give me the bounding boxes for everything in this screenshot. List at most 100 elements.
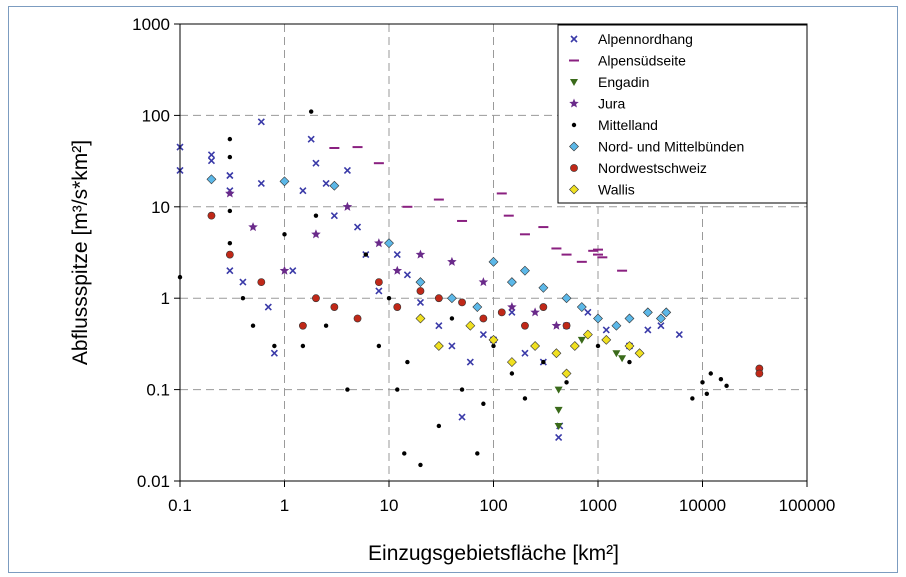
series-engadin (554, 336, 627, 430)
data-point (323, 323, 329, 328)
data-point (329, 180, 340, 191)
y-tick-label: 100 (142, 106, 170, 125)
data-point (207, 157, 216, 165)
legend-label: Engadin (598, 74, 649, 90)
data-point (308, 109, 314, 114)
x-tick-label: 10 (380, 496, 399, 515)
legend-label: Alpensüdseite (598, 53, 686, 69)
data-point (618, 355, 627, 363)
data-point (475, 451, 480, 456)
figure-frame: 0.1 1 10 100 1000 10000 100000 0.01 0.1 1 10 100 100… (8, 6, 898, 573)
legend-marker (570, 164, 578, 172)
data-point (520, 265, 530, 276)
data-point (393, 251, 401, 259)
y-tick-label: 1000 (132, 15, 170, 34)
data-point (521, 321, 529, 330)
data-point (506, 357, 517, 368)
data-point (392, 265, 403, 275)
data-point (675, 331, 683, 339)
data-point (539, 303, 548, 311)
data-point (415, 249, 426, 259)
data-point (624, 341, 635, 351)
data-point (226, 171, 234, 180)
data-point (384, 238, 394, 249)
data-point (239, 278, 247, 286)
legend-label: Wallis (598, 182, 635, 198)
data-point (577, 336, 586, 344)
legend-label: Jura (598, 96, 625, 112)
data-point (376, 343, 382, 349)
data-point (472, 302, 483, 312)
data-point (481, 401, 486, 406)
data-point (257, 118, 265, 126)
x-tick-label: 100 (479, 496, 507, 515)
data-point (393, 303, 402, 311)
data-point (227, 154, 233, 160)
data-point (330, 303, 339, 311)
data-point (564, 380, 569, 385)
data-point (554, 422, 563, 430)
data-point (555, 433, 563, 441)
series-alpennordhang (176, 118, 683, 441)
data-point (655, 313, 666, 324)
data-point (312, 294, 320, 303)
data-point (509, 371, 515, 376)
data-point (299, 187, 307, 195)
data-point (227, 136, 233, 142)
data-point (311, 229, 321, 239)
data-point (416, 287, 425, 295)
legend-marker (569, 184, 579, 195)
data-point (446, 293, 457, 304)
series-nordwestschweiz (207, 211, 764, 378)
data-point (561, 293, 572, 304)
data-point (330, 212, 338, 220)
data-point (530, 341, 541, 351)
y-tick-label: 10 (151, 198, 170, 217)
x-axis-title: Einzugsgebietsfläche [km²] (368, 542, 619, 565)
data-point (541, 359, 546, 365)
data-point (434, 294, 443, 303)
data-point (257, 278, 266, 287)
data-point (279, 176, 290, 187)
data-point (601, 334, 612, 345)
data-point (576, 302, 587, 312)
data-point (322, 179, 330, 188)
series-jura (225, 188, 562, 330)
data-point (374, 238, 384, 248)
data-point (507, 302, 517, 312)
data-point (415, 277, 426, 288)
data-point (458, 298, 466, 307)
data-point (435, 322, 443, 330)
legend-box (557, 24, 808, 204)
data-point (708, 371, 713, 376)
data-point (312, 159, 320, 167)
data-point (561, 368, 572, 379)
series-nord-und-mittelb-nden (206, 174, 672, 331)
data-point (661, 307, 672, 318)
data-point (724, 383, 729, 389)
data-point (602, 326, 610, 334)
legend-marker (570, 35, 578, 43)
data-point (402, 451, 407, 456)
data-point (718, 376, 724, 382)
legend-label: Mittelland (598, 117, 658, 133)
y-tick-label: 0.01 (137, 472, 170, 491)
data-point (488, 256, 499, 267)
legend-marker (569, 98, 579, 108)
data-point (755, 369, 764, 378)
data-point (225, 250, 234, 259)
y-axis-title: Abflussspitze [m³/s*km²] (69, 140, 92, 365)
x-tick-label: 1 (280, 496, 289, 515)
data-points (176, 109, 764, 468)
data-point (436, 423, 442, 429)
data-point (488, 334, 499, 345)
data-point (226, 267, 234, 275)
data-point (538, 282, 549, 293)
data-point (657, 322, 665, 330)
data-point (582, 329, 593, 340)
data-point (405, 359, 410, 365)
data-point (584, 308, 592, 316)
data-point (700, 380, 705, 385)
data-point (612, 350, 621, 358)
data-point (521, 349, 529, 357)
